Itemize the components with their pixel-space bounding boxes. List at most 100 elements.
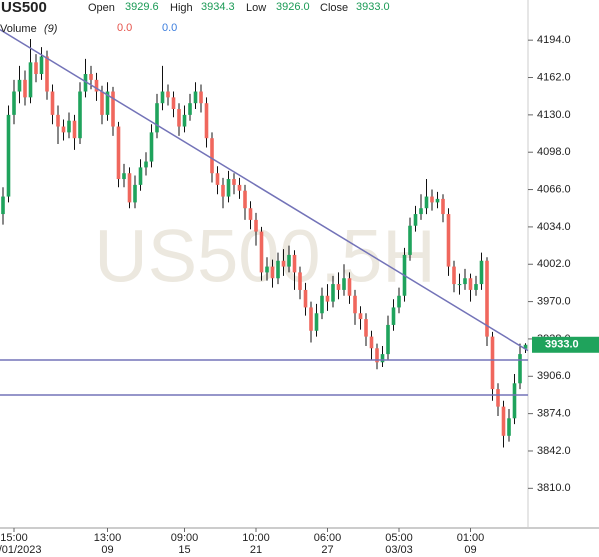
symbol: US500 bbox=[1, 0, 47, 16]
field-label: Low bbox=[246, 2, 266, 14]
candle-body bbox=[386, 324, 390, 355]
candle-body bbox=[248, 208, 253, 220]
y-tick-label: 4034.0 bbox=[537, 221, 571, 233]
candle-body bbox=[336, 284, 341, 290]
candle-body bbox=[105, 91, 110, 115]
x-tick-date: 15 bbox=[178, 544, 190, 556]
candle-body bbox=[166, 91, 170, 98]
x-tick-date: 03/03 bbox=[385, 544, 413, 556]
candle-body bbox=[512, 383, 517, 419]
candle-body bbox=[270, 266, 275, 279]
candle-body bbox=[155, 103, 159, 133]
candle-body bbox=[67, 120, 71, 133]
candle-body bbox=[496, 389, 500, 407]
candle-body bbox=[347, 278, 352, 296]
candle-body bbox=[490, 336, 495, 390]
candle-body bbox=[292, 254, 297, 273]
candle-body bbox=[369, 336, 374, 349]
field-value: 3933.0 bbox=[356, 1, 390, 13]
candle-body bbox=[144, 161, 148, 168]
field-value: 3929.6 bbox=[125, 1, 159, 13]
x-tick-label: 01:00 bbox=[457, 532, 485, 544]
field-value: 3926.0 bbox=[276, 1, 310, 13]
x-tick-date: 21 bbox=[250, 544, 262, 556]
candle-body bbox=[314, 313, 319, 331]
field-label: Open bbox=[88, 2, 115, 14]
candle-body bbox=[518, 354, 522, 384]
x-tick-date: 27 bbox=[321, 544, 333, 556]
candle-body bbox=[298, 272, 302, 290]
candle-body bbox=[281, 260, 286, 267]
y-tick-label: 4066.0 bbox=[537, 183, 571, 195]
candle-body bbox=[424, 196, 429, 209]
y-tick-label: 4130.0 bbox=[537, 109, 571, 121]
candle-body bbox=[342, 278, 346, 290]
volume-value: 0.0 bbox=[162, 22, 177, 34]
candle-body bbox=[397, 295, 401, 308]
x-tick-date: 09 bbox=[101, 544, 113, 556]
candle-body bbox=[380, 354, 385, 363]
candle-body bbox=[34, 62, 38, 75]
candle-body bbox=[303, 289, 308, 308]
candle-body bbox=[17, 79, 22, 92]
candle-body bbox=[12, 91, 16, 115]
y-tick-label: 3874.0 bbox=[537, 408, 571, 420]
watermark: US500.5H bbox=[94, 215, 435, 298]
candle-body bbox=[408, 225, 412, 255]
candle-body bbox=[287, 254, 291, 267]
candle-body bbox=[479, 260, 484, 285]
y-tick-label: 4162.0 bbox=[537, 71, 571, 83]
candle-body bbox=[61, 126, 66, 133]
last-price-label: 3933.0 bbox=[545, 339, 579, 351]
x-tick-label: 10:00 bbox=[242, 532, 270, 544]
candle-body bbox=[160, 91, 165, 104]
x-tick-date: 02/01/2023 bbox=[0, 544, 42, 556]
candle-body bbox=[309, 307, 313, 331]
candle-body bbox=[199, 91, 203, 104]
candle-body bbox=[138, 167, 143, 185]
candle-body bbox=[331, 284, 335, 302]
candle-body bbox=[243, 190, 247, 209]
last-price-box bbox=[532, 336, 599, 353]
candle-body bbox=[221, 184, 225, 197]
candle-body bbox=[375, 348, 379, 363]
candle-body bbox=[28, 62, 33, 98]
candle-body bbox=[83, 74, 88, 92]
candle-body bbox=[320, 295, 324, 314]
field-label: Close bbox=[320, 2, 348, 14]
candle-body bbox=[435, 198, 440, 203]
trend-line bbox=[0, 29, 529, 352]
candle-body bbox=[485, 260, 489, 337]
y-tick-label: 4002.0 bbox=[537, 258, 571, 270]
volume-period: (9) bbox=[44, 23, 58, 35]
candle-body bbox=[457, 284, 462, 286]
candle-body bbox=[441, 198, 445, 215]
volume-label: Volume bbox=[0, 23, 37, 35]
candle-body bbox=[133, 184, 137, 203]
candle-body bbox=[501, 406, 506, 436]
candle-body bbox=[254, 219, 258, 232]
candle-body bbox=[116, 126, 121, 180]
y-tick-label: 3970.0 bbox=[537, 295, 571, 307]
volume-value: 0.0 bbox=[117, 22, 132, 34]
candle-body bbox=[358, 313, 363, 320]
candle-body bbox=[111, 91, 115, 127]
candle-body bbox=[127, 173, 132, 203]
candle-body bbox=[182, 114, 187, 127]
y-tick-label: 3810.0 bbox=[537, 482, 571, 494]
candle-body bbox=[523, 344, 528, 349]
candle-body bbox=[78, 91, 82, 139]
candle-body bbox=[56, 114, 60, 127]
x-tick-label: 13:00 bbox=[94, 532, 122, 544]
candle-body bbox=[72, 120, 77, 139]
x-tick-label: 15:00 bbox=[0, 532, 28, 544]
field-value: 3934.3 bbox=[201, 1, 235, 13]
candle-body bbox=[463, 278, 467, 285]
candle-body bbox=[149, 132, 154, 162]
candle-body bbox=[177, 109, 181, 127]
y-tick-label: 3842.0 bbox=[537, 445, 571, 457]
candle-body bbox=[23, 79, 27, 98]
candle-body bbox=[325, 295, 330, 302]
candle-body bbox=[100, 91, 104, 115]
